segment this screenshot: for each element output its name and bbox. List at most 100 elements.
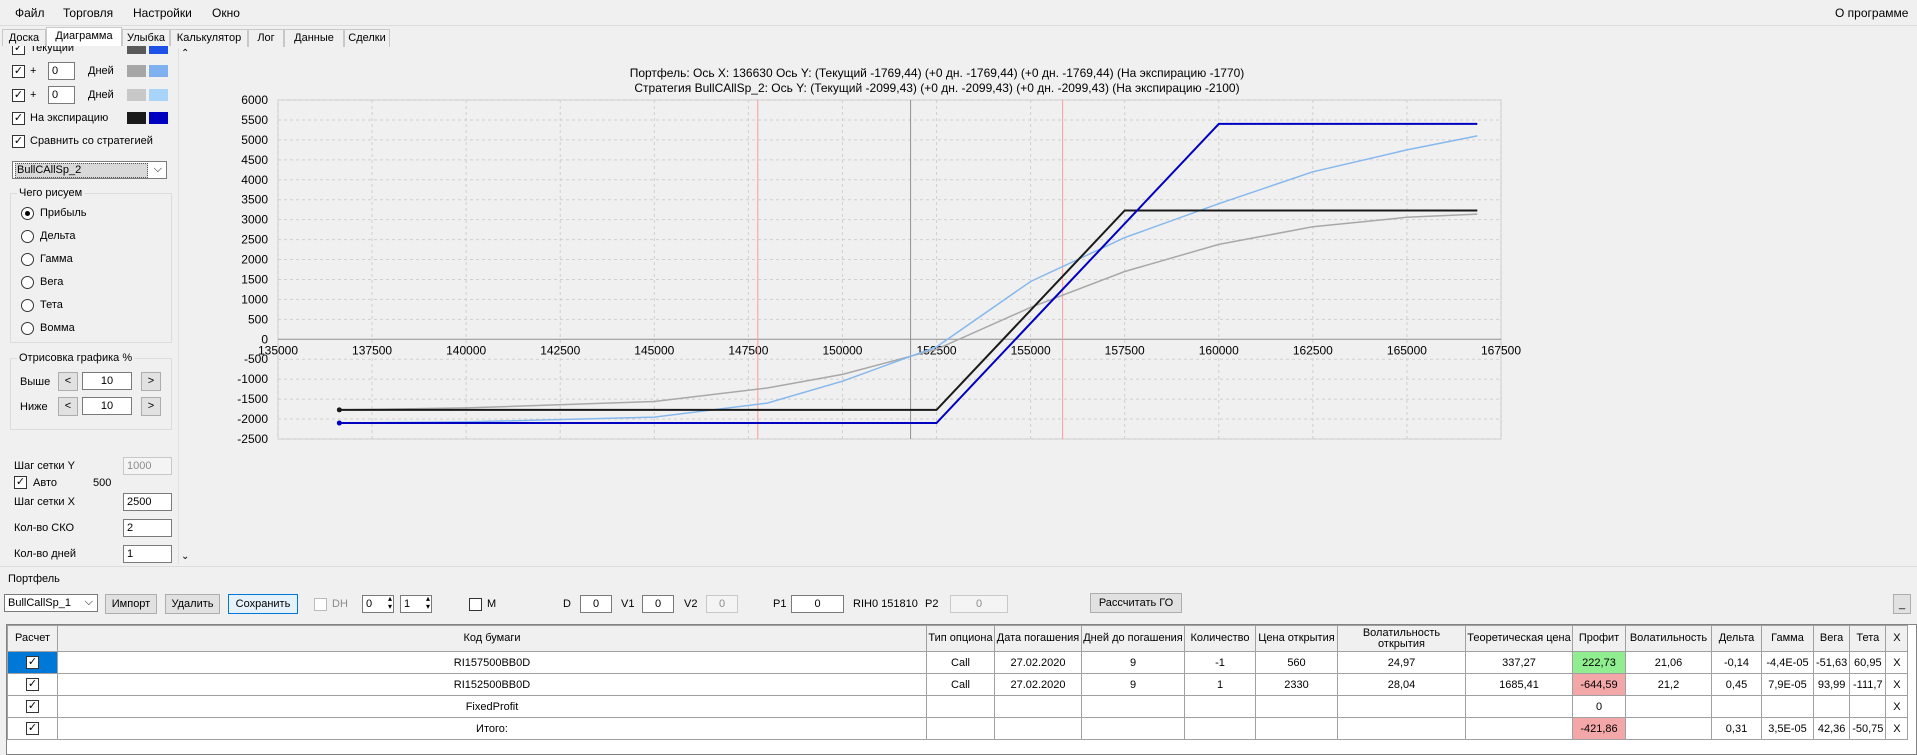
current-color-1[interactable] [127, 46, 146, 54]
table-cell[interactable]: 60,95 [1849, 651, 1887, 674]
column-header[interactable]: Цена открытия [1255, 625, 1338, 652]
expiry-color-1[interactable] [127, 112, 146, 124]
plus2-color-2[interactable] [149, 89, 168, 101]
sko-input[interactable]: 2 [123, 519, 172, 537]
column-header[interactable]: Количество [1184, 625, 1256, 652]
above-increase-button[interactable]: > [141, 372, 161, 391]
table-cell[interactable] [1184, 717, 1256, 740]
column-header[interactable]: Профит [1572, 625, 1626, 652]
table-cell[interactable] [1337, 695, 1466, 718]
calculate-margin-button[interactable]: Рассчитать ГО [1090, 593, 1182, 613]
table-cell[interactable]: 27.02.2020 [994, 651, 1082, 674]
grid-y-input[interactable]: 1000 [123, 457, 172, 475]
table-cell[interactable]: 2330 [1255, 673, 1338, 696]
table-cell[interactable]: 0,31 [1711, 717, 1762, 740]
table-cell[interactable]: 42,36 [1812, 717, 1851, 740]
table-cell[interactable] [1711, 695, 1762, 718]
current-color-2[interactable] [149, 46, 168, 54]
below-input[interactable]: 10 [82, 397, 132, 415]
panel-splitter[interactable] [0, 566, 1917, 571]
dh-stepper-2[interactable]: 1 ▴ ▾ [400, 595, 432, 613]
left-panel-scrollbar[interactable]: ⌃ ⌄ [178, 48, 192, 564]
calc-checkbox[interactable]: ✓ [26, 656, 39, 669]
calc-cell[interactable]: ✓ [7, 695, 58, 718]
column-header[interactable]: Теоретическая цена [1465, 625, 1573, 652]
table-cell[interactable]: 337,27 [1465, 651, 1573, 674]
table-cell[interactable]: -0,14 [1711, 651, 1762, 674]
d-input[interactable]: 0 [580, 595, 612, 613]
days-count-input[interactable]: 1 [123, 545, 172, 563]
column-header[interactable]: Вега [1812, 625, 1851, 652]
radio-vega[interactable] [21, 276, 34, 289]
table-cell[interactable] [994, 717, 1082, 740]
tab-smile[interactable]: Улыбка [122, 29, 170, 47]
p1-input[interactable]: 0 [791, 595, 844, 613]
table-cell[interactable] [1337, 717, 1466, 740]
column-header[interactable]: Расчет [7, 625, 58, 652]
table-cell[interactable]: 21,2 [1625, 673, 1712, 696]
tab-diagram[interactable]: Диаграмма [46, 27, 122, 47]
menu-window[interactable]: Окно [212, 6, 240, 20]
table-cell[interactable] [1465, 695, 1573, 718]
current-checkbox[interactable]: ✓ [12, 46, 25, 55]
menu-about[interactable]: О программе [1835, 6, 1909, 20]
table-cell[interactable] [994, 695, 1082, 718]
table-row[interactable]: ✓ RI157500BB0D Call 27.02.2020 9 -1 560 24,97 33… [7, 651, 1909, 674]
table-cell[interactable]: 9 [1081, 673, 1185, 696]
tab-log[interactable]: Лог [248, 29, 284, 47]
table-cell[interactable]: 3,5E-05 [1761, 717, 1814, 740]
dh-checkbox[interactable] [314, 598, 327, 611]
table-cell[interactable] [1081, 695, 1185, 718]
v2-input[interactable]: 0 [706, 595, 738, 613]
above-input[interactable]: 10 [82, 372, 132, 390]
table-cell[interactable] [1761, 695, 1814, 718]
column-header[interactable]: Волатильность [1625, 625, 1712, 652]
table-row[interactable]: ✓ Итого: -421,86 0,31 3,5E-05 42,36 -50,75 X [7, 717, 1909, 740]
table-cell[interactable]: -421,86 [1572, 717, 1626, 740]
delete-row-button[interactable]: X [1885, 651, 1909, 674]
expiry-color-2[interactable] [149, 112, 168, 124]
table-cell[interactable]: FixedProfit [57, 695, 927, 718]
table-cell[interactable]: RI152500BB0D [57, 673, 927, 696]
expiry-checkbox[interactable]: ✓ [12, 112, 25, 125]
column-header[interactable]: Дней до погашения [1081, 625, 1185, 652]
minimize-button[interactable]: _ [1893, 594, 1911, 614]
table-cell[interactable] [926, 717, 995, 740]
table-row[interactable]: ✓ FixedProfit 0 X [7, 695, 1909, 718]
import-button[interactable]: Импорт [105, 594, 157, 614]
table-cell[interactable] [1081, 717, 1185, 740]
table-cell[interactable]: 28,04 [1337, 673, 1466, 696]
portfolio-select[interactable]: BullCallSp_1 ⌵ [4, 594, 98, 612]
radio-delta[interactable] [21, 230, 34, 243]
table-cell[interactable] [1255, 695, 1338, 718]
table-cell[interactable]: RI157500BB0D [57, 651, 927, 674]
grid-x-input[interactable]: 2500 [123, 493, 172, 511]
table-cell[interactable]: 0 [1572, 695, 1626, 718]
table-cell[interactable]: 222,73 [1572, 651, 1626, 674]
table-cell[interactable]: -51,63 [1812, 651, 1851, 674]
calc-cell[interactable]: ✓ [7, 673, 58, 696]
calc-cell[interactable]: ✓ [7, 651, 58, 674]
table-cell[interactable]: -644,59 [1572, 673, 1626, 696]
spin-icon[interactable]: ▴ ▾ [387, 594, 392, 611]
table-cell[interactable]: -1 [1184, 651, 1256, 674]
table-cell[interactable]: 7,9E-05 [1761, 673, 1814, 696]
delete-button[interactable]: Удалить [165, 594, 220, 614]
table-cell[interactable]: 9 [1081, 651, 1185, 674]
table-cell[interactable]: -50,75 [1849, 717, 1887, 740]
column-header[interactable]: Дельта [1711, 625, 1762, 652]
column-header[interactable]: Тип опциона [926, 625, 995, 652]
scroll-up-icon[interactable]: ⌃ [181, 48, 190, 59]
menu-file[interactable]: Файл [15, 6, 45, 20]
radio-vomma[interactable] [21, 322, 34, 335]
menu-trade[interactable]: Торговля [63, 6, 114, 20]
radio-gamma[interactable] [21, 253, 34, 266]
plus2-checkbox[interactable]: ✓ [12, 89, 25, 102]
table-cell[interactable] [1812, 695, 1851, 718]
column-header[interactable]: Дата погашения [994, 625, 1082, 652]
column-header[interactable]: Волатильность открытия [1337, 625, 1466, 652]
radio-profit[interactable] [21, 207, 34, 220]
tab-calculator[interactable]: Калькулятор [170, 29, 248, 47]
column-header[interactable]: X [1885, 625, 1909, 652]
below-increase-button[interactable]: > [141, 397, 161, 416]
